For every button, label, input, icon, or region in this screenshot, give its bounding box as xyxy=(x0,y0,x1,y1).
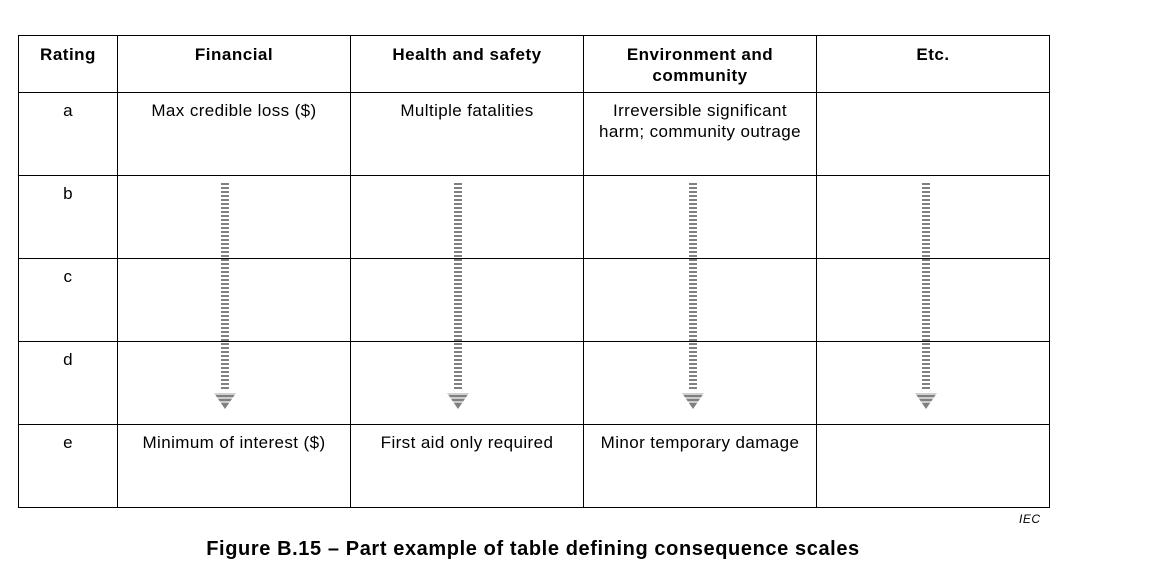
financial-cell: Max credible loss ($) xyxy=(117,92,351,176)
table-row: b xyxy=(18,175,1050,259)
health-safety-cell: Multiple fatalities xyxy=(350,92,584,176)
header-financial: Financial xyxy=(117,35,351,93)
rating-cell: e xyxy=(18,424,118,508)
figure-caption: Figure B.15 – Part example of table defi… xyxy=(206,538,860,560)
financial-cell: Minimum of interest ($) xyxy=(117,424,351,508)
rating-cell: c xyxy=(18,258,118,342)
environment-cell: Minor temporary damage xyxy=(583,424,817,508)
health-safety-cell: First aid only required xyxy=(350,424,584,508)
rating-cell: d xyxy=(18,341,118,425)
environment-cell xyxy=(583,175,817,259)
header-etc: Etc. xyxy=(816,35,1050,93)
iec-source-mark: IEC xyxy=(1019,512,1041,526)
health-safety-cell xyxy=(350,258,584,342)
health-safety-cell xyxy=(350,175,584,259)
financial-cell xyxy=(117,341,351,425)
rating-cell: b xyxy=(18,175,118,259)
etc-cell xyxy=(816,258,1050,342)
table-row: a Max credible loss ($) Multiple fatalit… xyxy=(18,92,1050,176)
health-safety-cell xyxy=(350,341,584,425)
rating-cell: a xyxy=(18,92,118,176)
financial-cell xyxy=(117,175,351,259)
header-rating: Rating xyxy=(18,35,118,93)
environment-cell xyxy=(583,258,817,342)
etc-cell xyxy=(816,175,1050,259)
consequence-scales-table: Rating Financial Health and safety Envir… xyxy=(18,35,1050,508)
environment-cell: Irreversible significant harm; community… xyxy=(583,92,817,176)
header-row: Rating Financial Health and safety Envir… xyxy=(18,35,1050,93)
etc-cell xyxy=(816,424,1050,508)
etc-cell xyxy=(816,341,1050,425)
etc-cell xyxy=(816,92,1050,176)
header-environment-community: Environment and community xyxy=(583,35,817,93)
header-health-safety: Health and safety xyxy=(350,35,584,93)
consequence-scales-table-wrap: Rating Financial Health and safety Envir… xyxy=(18,35,1050,508)
table-row: e Minimum of interest ($) First aid only… xyxy=(18,424,1050,508)
table-row: d xyxy=(18,341,1050,425)
financial-cell xyxy=(117,258,351,342)
environment-cell xyxy=(583,341,817,425)
table-row: c xyxy=(18,258,1050,342)
